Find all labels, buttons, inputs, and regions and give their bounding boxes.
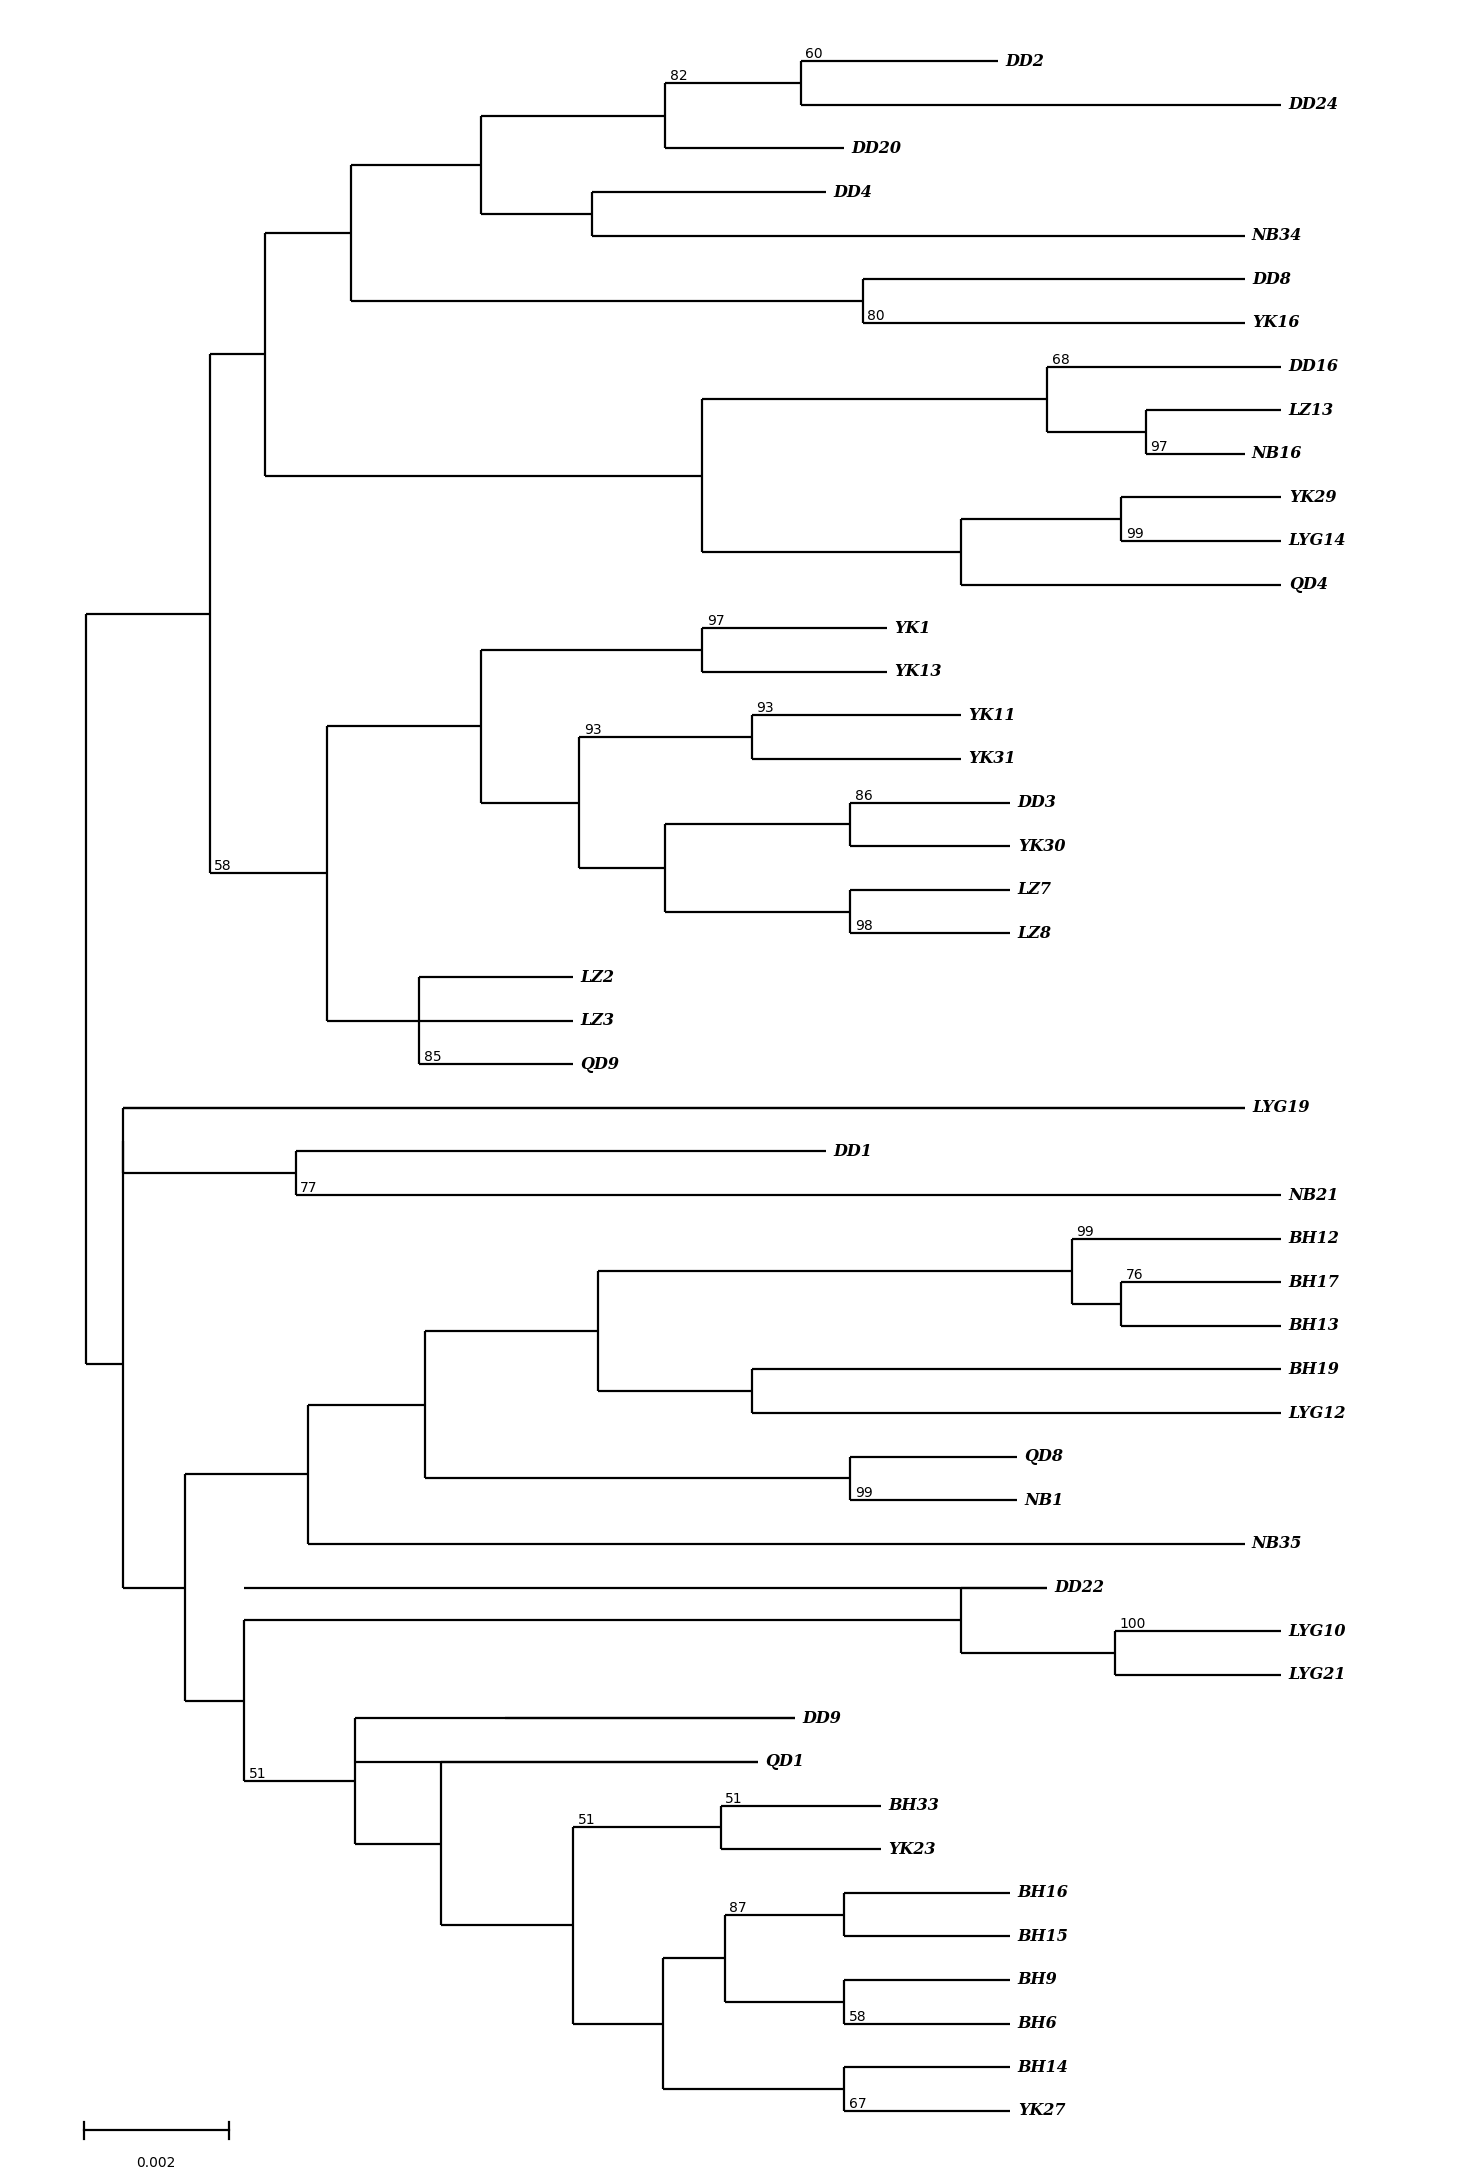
Text: YK31: YK31 xyxy=(969,751,1016,768)
Text: 97: 97 xyxy=(706,614,724,629)
Text: 93: 93 xyxy=(584,722,601,738)
Text: BH14: BH14 xyxy=(1017,2058,1069,2076)
Text: YK11: YK11 xyxy=(969,707,1016,725)
Text: 87: 87 xyxy=(729,1900,746,1915)
Text: 68: 68 xyxy=(1052,353,1069,366)
Text: 76: 76 xyxy=(1126,1269,1143,1282)
Text: 51: 51 xyxy=(578,1813,595,1828)
Text: YK30: YK30 xyxy=(1017,838,1065,855)
Text: YK1: YK1 xyxy=(895,620,932,638)
Text: YK23: YK23 xyxy=(889,1841,936,1858)
Text: 77: 77 xyxy=(301,1182,318,1195)
Text: 85: 85 xyxy=(424,1051,441,1064)
Text: 93: 93 xyxy=(757,701,773,716)
Text: BH15: BH15 xyxy=(1017,1928,1069,1945)
Text: 86: 86 xyxy=(855,788,872,803)
Text: QD8: QD8 xyxy=(1023,1449,1063,1464)
Text: LZ3: LZ3 xyxy=(581,1012,615,1029)
Text: NB35: NB35 xyxy=(1251,1536,1302,1551)
Text: YK27: YK27 xyxy=(1017,2102,1065,2119)
Text: YK16: YK16 xyxy=(1251,313,1299,331)
Text: 82: 82 xyxy=(669,70,687,83)
Text: 99: 99 xyxy=(1126,527,1143,542)
Text: LZ8: LZ8 xyxy=(1017,925,1052,942)
Text: LZ7: LZ7 xyxy=(1017,881,1052,899)
Text: 98: 98 xyxy=(855,920,872,934)
Text: DD16: DD16 xyxy=(1288,359,1339,374)
Text: DD2: DD2 xyxy=(1006,52,1044,70)
Text: DD22: DD22 xyxy=(1054,1580,1105,1595)
Text: BH12: BH12 xyxy=(1288,1229,1340,1247)
Text: DD8: DD8 xyxy=(1251,270,1291,287)
Text: QD1: QD1 xyxy=(766,1754,804,1771)
Text: 100: 100 xyxy=(1120,1617,1146,1632)
Text: NB1: NB1 xyxy=(1023,1493,1063,1508)
Text: 99: 99 xyxy=(1077,1225,1094,1238)
Text: DD20: DD20 xyxy=(852,139,902,157)
Text: YK13: YK13 xyxy=(895,664,942,681)
Text: BH19: BH19 xyxy=(1288,1360,1340,1377)
Text: DD9: DD9 xyxy=(803,1710,841,1728)
Text: 51: 51 xyxy=(726,1791,743,1806)
Text: NB21: NB21 xyxy=(1288,1186,1339,1203)
Text: 99: 99 xyxy=(855,1486,872,1499)
Text: 60: 60 xyxy=(806,48,823,61)
Text: QD9: QD9 xyxy=(581,1055,619,1073)
Text: DD24: DD24 xyxy=(1288,96,1339,113)
Text: DD4: DD4 xyxy=(832,183,872,200)
Text: DD1: DD1 xyxy=(832,1142,872,1160)
Text: LYG12: LYG12 xyxy=(1288,1404,1346,1421)
Text: LYG19: LYG19 xyxy=(1251,1099,1309,1116)
Text: LZ2: LZ2 xyxy=(581,968,615,986)
Text: LYG14: LYG14 xyxy=(1288,533,1346,551)
Text: 0.002: 0.002 xyxy=(136,2156,176,2169)
Text: 80: 80 xyxy=(866,309,884,322)
Text: 51: 51 xyxy=(249,1767,267,1780)
Text: 67: 67 xyxy=(849,2098,866,2111)
Text: DD3: DD3 xyxy=(1017,794,1056,812)
Text: LYG10: LYG10 xyxy=(1288,1623,1346,1639)
Text: NB34: NB34 xyxy=(1251,226,1302,244)
Text: 97: 97 xyxy=(1151,440,1169,455)
Text: LZ13: LZ13 xyxy=(1288,403,1334,418)
Text: 58: 58 xyxy=(215,860,231,873)
Text: LYG21: LYG21 xyxy=(1288,1667,1346,1684)
Text: BH6: BH6 xyxy=(1017,2015,1057,2032)
Text: BH33: BH33 xyxy=(889,1797,939,1815)
Text: BH16: BH16 xyxy=(1017,1884,1069,1902)
Text: QD4: QD4 xyxy=(1288,577,1328,594)
Text: BH9: BH9 xyxy=(1017,1971,1057,1989)
Text: 58: 58 xyxy=(849,2011,866,2024)
Text: BH17: BH17 xyxy=(1288,1273,1340,1290)
Text: BH13: BH13 xyxy=(1288,1316,1340,1334)
Text: NB16: NB16 xyxy=(1251,446,1302,461)
Text: YK29: YK29 xyxy=(1288,490,1336,505)
